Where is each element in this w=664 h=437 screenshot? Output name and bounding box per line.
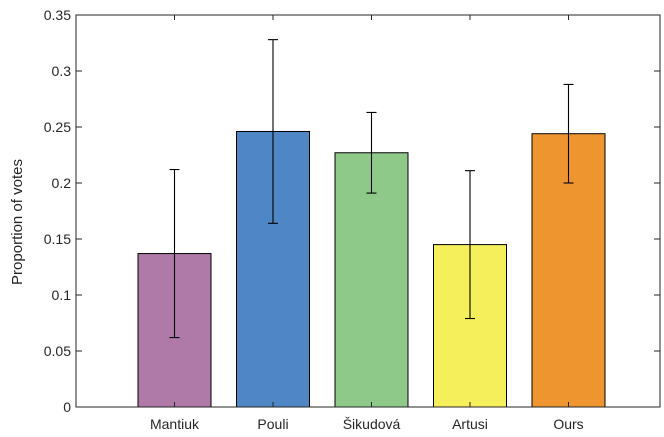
plot-frame	[75, 14, 661, 408]
y-tick-label: 0.15	[44, 231, 71, 247]
x-tick-label: Artusi	[452, 416, 488, 432]
y-tick-label: 0.05	[44, 343, 71, 359]
y-tick-label: 0.1	[52, 287, 72, 303]
x-tick-label: Mantiuk	[150, 416, 200, 432]
x-tick-label: Ours	[553, 416, 583, 432]
y-axis-title: Proportion of votes	[9, 159, 26, 285]
y-tick-label: 0.3	[52, 63, 72, 79]
y-tick-label: 0	[63, 399, 71, 415]
error-bar-artusi	[465, 170, 475, 320]
axes-layer: Mantiuk Pouli Šikudová Artusi Ours 0 0.05 0.1 0.…	[44, 7, 661, 432]
error-bar-pouli	[268, 39, 278, 224]
y-tick-label: 0.35	[44, 7, 71, 23]
x-tick-label: Pouli	[257, 416, 288, 432]
error-bar-ours	[563, 83, 574, 184]
x-tick-label: Šikudová	[343, 416, 401, 432]
error-bars-layer	[169, 39, 574, 339]
y-tick-label: 0.2	[52, 175, 72, 191]
error-bar-mantiuk	[169, 169, 180, 339]
y-tick-label: 0.25	[44, 119, 71, 135]
error-bar-sikudova	[366, 111, 377, 194]
